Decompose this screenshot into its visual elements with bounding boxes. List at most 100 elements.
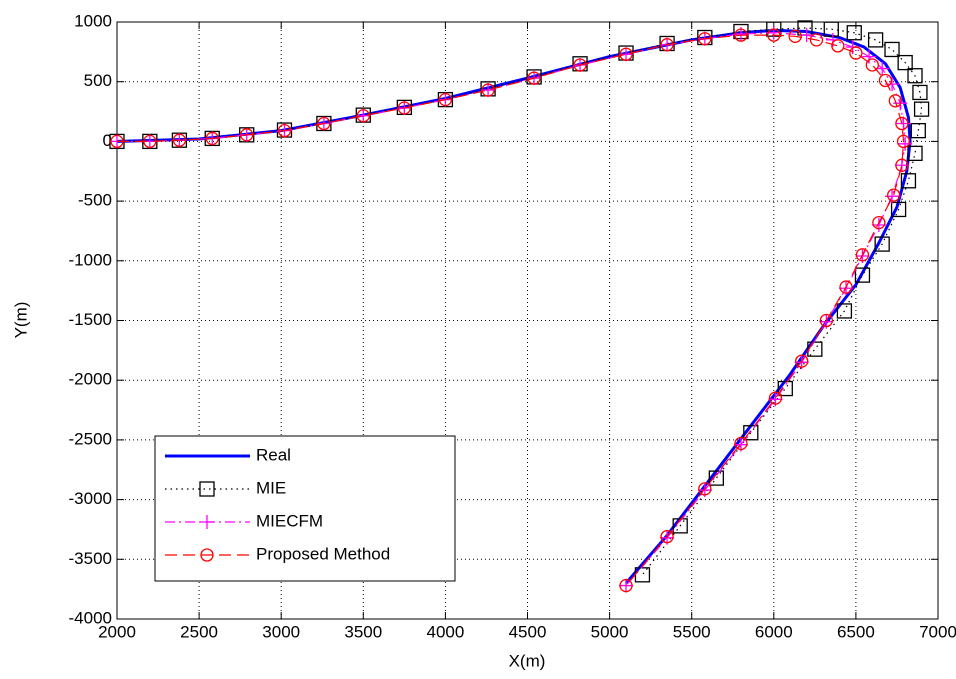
- legend-box: [154, 435, 456, 582]
- y-axis-label: Y(m): [11, 302, 30, 339]
- marker: [887, 188, 901, 202]
- y-tick-label: -3500: [69, 549, 112, 568]
- marker: [898, 136, 913, 151]
- marker: [894, 158, 909, 173]
- y-tick-label: -500: [78, 191, 112, 210]
- marker: [819, 313, 833, 328]
- marker: [734, 28, 748, 42]
- marker: [438, 92, 453, 107]
- y-tick-label: -1000: [69, 250, 112, 269]
- marker: [872, 215, 886, 230]
- marker: [698, 482, 712, 496]
- marker: [619, 578, 633, 593]
- series-line: [117, 34, 905, 586]
- y-tick-label: 1000: [74, 11, 112, 30]
- x-tick-label: 5000: [591, 622, 629, 641]
- legend-label: MIECFM: [256, 511, 323, 530]
- marker: [240, 128, 254, 142]
- marker: [867, 32, 884, 48]
- marker: [895, 158, 909, 172]
- plot-frame: [116, 21, 939, 620]
- legend-marker: [200, 548, 214, 562]
- marker: [619, 47, 634, 62]
- marker: [862, 49, 877, 64]
- legend-marker: [199, 481, 215, 497]
- marker: [849, 46, 863, 60]
- y-tick-label: 500: [84, 71, 112, 90]
- marker: [807, 341, 823, 357]
- marker: [871, 217, 886, 232]
- marker: [846, 25, 862, 41]
- marker: [481, 83, 495, 97]
- x-tick-label: 4000: [426, 622, 464, 641]
- marker: [878, 73, 893, 88]
- marker: [788, 29, 802, 43]
- marker: [912, 84, 928, 101]
- marker: [888, 94, 902, 108]
- marker: [698, 32, 712, 46]
- x-tick-label: 6000: [755, 622, 793, 641]
- marker: [890, 201, 907, 218]
- y-tick-label: 0: [103, 131, 112, 150]
- marker: [708, 470, 724, 486]
- marker: [855, 248, 870, 262]
- marker: [143, 134, 157, 149]
- marker: [356, 109, 370, 123]
- marker: [865, 58, 879, 72]
- marker: [884, 41, 900, 58]
- marker: [839, 280, 853, 294]
- x-tick-label: 3500: [344, 622, 382, 641]
- legend-label: Real: [256, 445, 291, 464]
- y-tick-label: -4000: [69, 608, 112, 627]
- marker: [809, 33, 824, 47]
- marker: [900, 173, 917, 189]
- marker: [831, 39, 845, 53]
- legend-label: Proposed Method: [256, 544, 390, 563]
- x-axis-label: X(m): [509, 651, 546, 670]
- marker: [854, 267, 871, 283]
- x-tick-label: 6500: [837, 622, 875, 641]
- marker: [317, 116, 331, 131]
- marker: [874, 236, 890, 252]
- marker: [767, 28, 781, 42]
- marker: [527, 71, 541, 85]
- x-tick-label: 7000: [919, 622, 956, 641]
- x-tick-label: 2500: [180, 622, 218, 641]
- marker: [823, 21, 839, 37]
- marker: [205, 131, 219, 146]
- marker: [910, 123, 926, 139]
- marker: [619, 47, 633, 61]
- marker: [768, 391, 783, 405]
- marker: [799, 28, 814, 43]
- marker: [672, 518, 688, 534]
- marker: [897, 54, 913, 71]
- marker: [836, 303, 853, 319]
- marker: [110, 134, 124, 149]
- marker: [766, 25, 781, 40]
- marker: [660, 38, 674, 52]
- x-tick-label: 5500: [673, 622, 711, 641]
- marker: [907, 68, 923, 84]
- y-tick-label: -2000: [69, 370, 112, 389]
- x-tick-label: 3000: [262, 622, 300, 641]
- series-line: [117, 27, 923, 576]
- y-tick-label: -2500: [69, 429, 112, 448]
- marker: [795, 354, 809, 368]
- marker: [743, 425, 759, 441]
- y-tick-label: -1500: [69, 310, 112, 329]
- marker: [907, 145, 923, 161]
- marker: [277, 124, 292, 138]
- marker: [481, 83, 496, 98]
- marker: [660, 529, 674, 544]
- marker: [734, 436, 748, 451]
- marker: [913, 101, 930, 117]
- y-tick-label: -3000: [69, 489, 112, 508]
- marker: [172, 133, 187, 147]
- legend-label: MIE: [256, 478, 286, 497]
- marker: [397, 101, 412, 115]
- marker: [356, 108, 371, 123]
- x-tick-label: 2000: [98, 622, 136, 641]
- legend-marker: [200, 515, 214, 529]
